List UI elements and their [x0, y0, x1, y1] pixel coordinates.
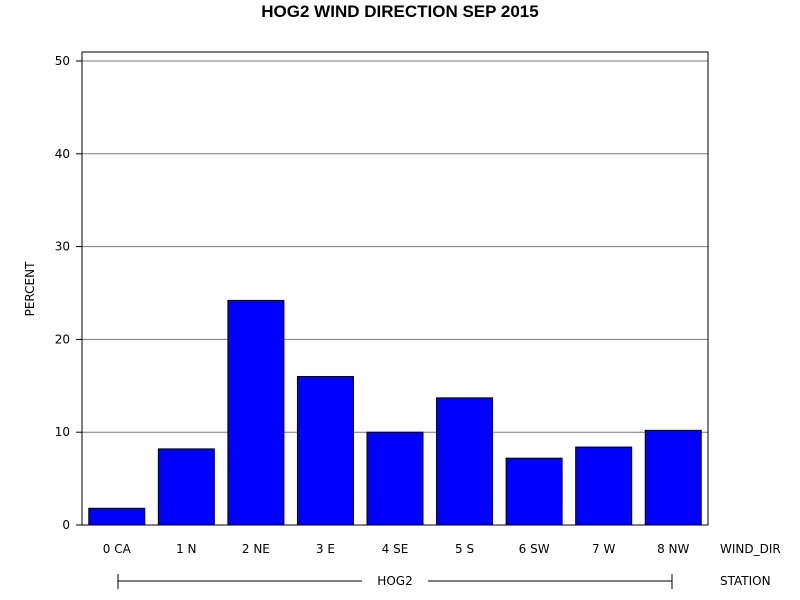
- y-ticks: 0 10 20 30 40 50: [55, 54, 82, 532]
- y-tick-label: 30: [55, 240, 70, 254]
- station-group-value: HOG2: [377, 574, 412, 588]
- y-tick-label: 0: [62, 518, 70, 532]
- y-tick-label: 50: [55, 54, 70, 68]
- x-tick-label: 2 NE: [242, 542, 270, 556]
- bar-3-e: [296, 376, 354, 526]
- x-tick-label: 6 SW: [519, 542, 550, 556]
- station-axis-label: STATION: [720, 574, 771, 588]
- x-tick-label: 3 E: [316, 542, 335, 556]
- plot-frame: [81, 51, 709, 526]
- gridlines: [82, 60, 708, 433]
- x-ticks: 0 CA 1 N 2 NE 3 E 4 SE 5 S 6 SW 7 W 8 NW: [103, 542, 690, 556]
- x-tick-label: 8 NW: [657, 542, 689, 556]
- bar-5-s: [436, 397, 494, 526]
- chart-title: HOG2 WIND DIRECTION SEP 2015: [261, 2, 538, 21]
- x-tick-label: 5 S: [455, 542, 474, 556]
- y-tick-label: 20: [55, 332, 70, 346]
- bar-7-w: [575, 446, 633, 526]
- x-tick-label: 1 N: [176, 542, 196, 556]
- x-tick-label: 4 SE: [382, 542, 409, 556]
- bars: [88, 299, 702, 526]
- x-tick-label: 7 W: [592, 542, 615, 556]
- y-tick-label: 40: [55, 147, 70, 161]
- x-tick-label: 0 CA: [103, 542, 132, 556]
- bar-8-nw: [644, 429, 702, 526]
- bar-4-se: [366, 431, 424, 526]
- y-axis-label: PERCENT: [23, 261, 37, 316]
- bar-0-ca: [88, 507, 146, 526]
- bar-6-sw: [505, 457, 563, 526]
- x-axis-label: WIND_DIR: [720, 542, 781, 556]
- bar-1-n: [157, 448, 215, 526]
- y-tick-label: 10: [55, 425, 70, 439]
- station-group-bracket: HOG2: [117, 574, 673, 589]
- bar-2-ne: [227, 299, 285, 526]
